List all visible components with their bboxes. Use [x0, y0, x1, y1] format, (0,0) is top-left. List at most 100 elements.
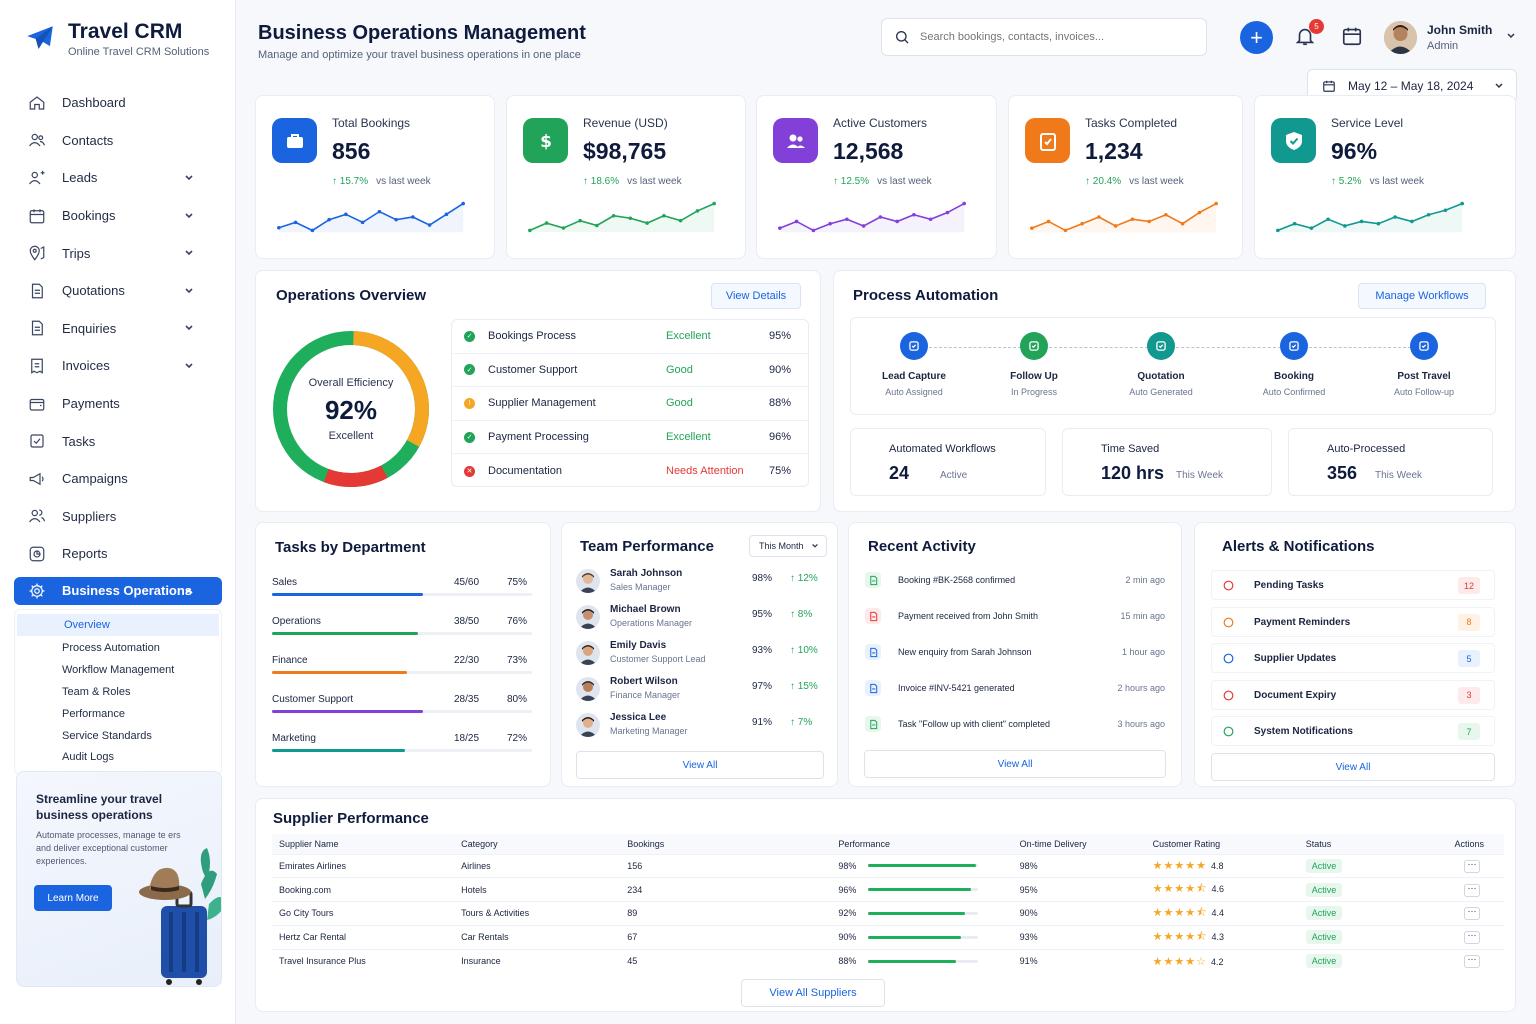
alert-item-pending-tasks[interactable]: Pending Tasks 12: [1211, 570, 1495, 600]
operations-row[interactable]: ✓ Payment Processing Excellent 96%: [452, 421, 808, 455]
sparkline-point: [561, 226, 566, 230]
team-member-row[interactable]: Sarah Johnson Sales Manager 98% ↑ 12%: [576, 567, 826, 597]
column-header[interactable]: Status: [1298, 834, 1444, 854]
submenu-item-service-standards[interactable]: Service Standards: [62, 729, 152, 742]
workflow-step-booking[interactable]: Booking Auto Confirmed: [1239, 332, 1349, 397]
calendar-icon[interactable]: [1341, 25, 1363, 47]
submenu-item-overview[interactable]: Overview: [17, 613, 219, 636]
sidebar-item-business-operations[interactable]: Business Operations: [14, 576, 222, 605]
sidebar-item-suppliers[interactable]: Suppliers: [14, 498, 222, 536]
operations-row[interactable]: ✕ Documentation Needs Attention 75%: [452, 454, 808, 488]
submenu-item-workflow-management[interactable]: Workflow Management: [62, 664, 175, 677]
more-actions-button[interactable]: ···: [1464, 859, 1480, 873]
sparkline-point: [528, 228, 532, 233]
alerts-view-all-button[interactable]: View All: [1211, 753, 1495, 781]
alert-item-system-notifications[interactable]: System Notifications 7: [1211, 716, 1495, 746]
activity-view-all-button[interactable]: View All: [864, 750, 1166, 778]
user-avatar[interactable]: [1384, 21, 1417, 54]
kpi-card-total-bookings[interactable]: Total Bookings 856 ↑ 15.7% vs last week: [255, 95, 495, 259]
activity-item[interactable]: Task "Follow up with client" completed 3 …: [865, 716, 1165, 736]
sidebar-item-enquiries[interactable]: Enquiries: [14, 310, 222, 348]
rating-stars: ★★★★⯪: [1152, 906, 1208, 919]
sparkline-point: [1046, 219, 1051, 224]
team-view-all-button[interactable]: View All: [576, 751, 824, 779]
table-row[interactable]: Emirates Airlines Airlines 156 98% 98% ★★★★★ 4…: [272, 853, 1504, 878]
column-header[interactable]: Category: [454, 834, 621, 854]
workflow-step-follow-up[interactable]: Follow Up In Progress: [979, 332, 1089, 397]
view-all-suppliers-button[interactable]: View All Suppliers: [741, 979, 885, 1007]
submenu-item-process-automation[interactable]: Process Automation: [62, 642, 160, 655]
sidebar-item-tasks[interactable]: Tasks: [14, 422, 222, 460]
add-button[interactable]: +: [1240, 21, 1273, 54]
table-row[interactable]: Booking.com Hotels 234 96% 95% ★★★★⯪ 4.6 Active…: [272, 877, 1504, 902]
activity-item[interactable]: Booking #BK-2568 confirmed 2 min ago: [865, 572, 1165, 592]
operations-row[interactable]: ✓ Bookings Process Excellent 95%: [452, 320, 808, 354]
search-input[interactable]: [920, 31, 1180, 43]
sidebar-item-trips[interactable]: Trips: [14, 234, 222, 272]
activity-item[interactable]: Payment received from John Smith 15 min a…: [865, 608, 1165, 628]
team-member-row[interactable]: Michael Brown Operations Manager 95% ↑ 8%: [576, 603, 826, 633]
table-row[interactable]: Hertz Car Rental Car Rentals 67 90% 93% ★★★★⯪…: [272, 924, 1504, 950]
operations-row[interactable]: ! Supplier Management Good 88%: [452, 387, 808, 421]
arrow-up-icon: ↑: [790, 645, 795, 656]
sidebar-item-payments[interactable]: Payments: [14, 385, 222, 423]
workflow-step-quotation[interactable]: Quotation Auto Generated: [1106, 332, 1216, 397]
sidebar-item-reports[interactable]: Reports: [14, 535, 222, 573]
team-member-row[interactable]: Emily Davis Customer Support Lead 93% ↑ 10%: [576, 639, 826, 669]
user-name[interactable]: John Smith: [1427, 23, 1493, 37]
team-member-row[interactable]: Robert Wilson Finance Manager 97% ↑ 15%: [576, 675, 826, 705]
alert-item-payment-reminders[interactable]: Payment Reminders 8: [1211, 606, 1495, 637]
kpi-trend-label: vs last week: [376, 176, 431, 187]
workflow-step-lead-capture[interactable]: Lead Capture Auto Assigned: [859, 332, 969, 397]
operations-row[interactable]: ✓ Customer Support Good 90%: [452, 354, 808, 388]
kpi-sparkline: [778, 201, 966, 233]
submenu-item-team-roles[interactable]: Team & Roles: [62, 686, 131, 698]
more-actions-button[interactable]: ···: [1464, 931, 1480, 945]
learn-more-button[interactable]: Learn More: [34, 885, 112, 911]
more-actions-button[interactable]: ···: [1464, 883, 1480, 897]
sidebar-item-campaigns[interactable]: Campaigns: [14, 460, 222, 498]
department-name: Customer Support: [272, 694, 354, 705]
sidebar-item-quotations[interactable]: Quotations: [14, 272, 222, 310]
activity-time: 2 hours ago: [1117, 683, 1165, 693]
supplier-category: Airlines: [454, 853, 621, 878]
workflow-step-post-travel[interactable]: Post Travel Auto Follow-up: [1369, 332, 1479, 397]
process-automation-card: Process Automation Manage Workflows Lead…: [833, 270, 1516, 512]
more-actions-button[interactable]: ···: [1464, 907, 1480, 921]
sparkline-point: [895, 219, 899, 224]
alert-item-supplier-updates[interactable]: Supplier Updates 5: [1211, 643, 1495, 673]
kpi-card-active-customers[interactable]: Active Customers 12,568 ↑ 12.5% vs last wee…: [756, 95, 997, 259]
sidebar-item-dashboard[interactable]: Dashboard: [14, 84, 222, 122]
wallet-icon: [1223, 617, 1234, 627]
column-header[interactable]: Supplier Name: [272, 834, 455, 854]
period-dropdown[interactable]: This Month: [749, 535, 827, 557]
chevron-down-icon[interactable]: [1506, 31, 1516, 41]
submenu-item-performance[interactable]: Performance: [62, 707, 125, 720]
kpi-card-tasks-completed[interactable]: Tasks Completed 1,234 ↑ 20.4% vs last week: [1008, 95, 1243, 259]
operations-overview-title: Operations Overview: [276, 287, 427, 304]
column-header[interactable]: Bookings: [620, 834, 832, 854]
search-box[interactable]: [881, 18, 1207, 56]
kpi-card-revenue-usd-[interactable]: $ Revenue (USD) $98,765 ↑ 18.6% vs last week: [506, 95, 746, 259]
submenu-item-audit-logs[interactable]: Audit Logs: [62, 751, 114, 764]
column-header[interactable]: On-time Delivery: [1012, 834, 1146, 854]
manage-workflows-button[interactable]: Manage Workflows: [1358, 283, 1486, 309]
sidebar-item-invoices[interactable]: Invoices: [14, 347, 222, 385]
more-actions-button[interactable]: ···: [1464, 955, 1480, 969]
brand[interactable]: Travel CRM Online Travel CRM Solutions: [22, 20, 209, 58]
sidebar-item-leads[interactable]: Leads: [14, 159, 222, 197]
alert-item-document-expiry[interactable]: Document Expiry 3: [1211, 679, 1495, 710]
column-header[interactable]: Actions: [1443, 834, 1504, 854]
table-row[interactable]: Travel Insurance Plus Insurance 45 88% 91% ★★…: [272, 948, 1504, 973]
table-row[interactable]: Go City Tours Tours & Activities 89 92% 90% ★…: [272, 901, 1504, 926]
activity-item[interactable]: Invoice #INV-5421 generated 2 hours ago: [865, 680, 1165, 700]
sidebar-item-contacts[interactable]: Contacts: [14, 122, 222, 160]
kpi-card-service-level[interactable]: Service Level 96% ↑ 5.2% vs last week: [1254, 95, 1516, 259]
team-member-row[interactable]: Jessica Lee Marketing Manager 91% ↑ 7%: [576, 711, 826, 741]
sidebar-item-bookings[interactable]: Bookings: [14, 197, 222, 235]
bell-icon[interactable]: [1294, 25, 1316, 47]
column-header[interactable]: Performance: [831, 834, 1013, 854]
column-header[interactable]: Customer Rating: [1145, 834, 1299, 854]
activity-item[interactable]: New enquiry from Sarah Johnson 1 hour ago: [865, 644, 1165, 664]
view-details-button[interactable]: View Details: [711, 283, 801, 309]
